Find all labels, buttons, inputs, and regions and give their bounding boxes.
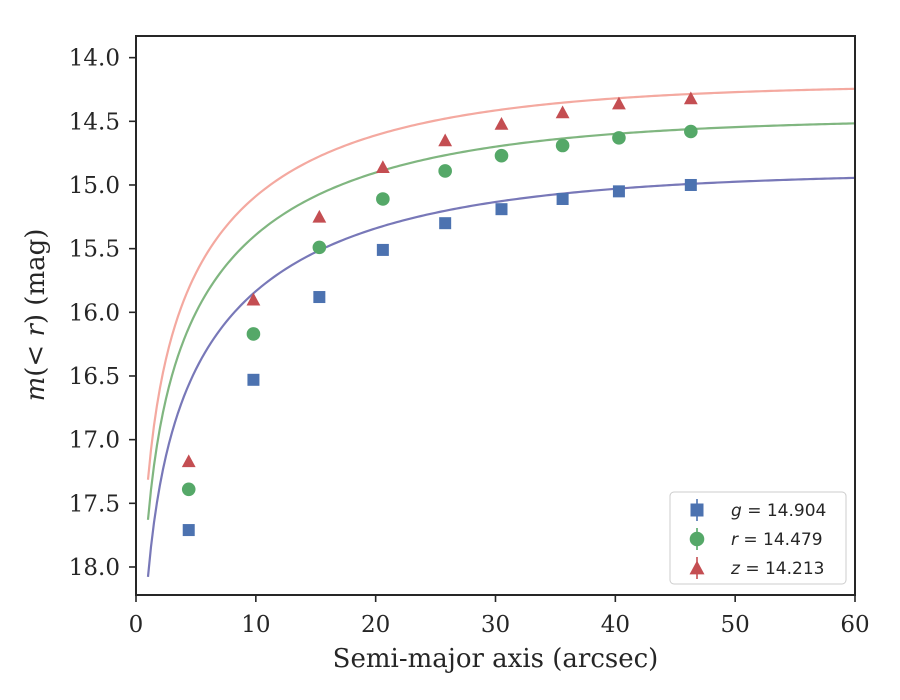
data-point-g bbox=[556, 192, 569, 205]
data-point-z bbox=[375, 160, 390, 174]
data-point-g bbox=[313, 291, 326, 304]
data-point-z bbox=[555, 105, 570, 119]
legend-label-r: r = 14.479 bbox=[731, 530, 823, 550]
data-point-z bbox=[612, 96, 626, 110]
data-point-g bbox=[684, 178, 697, 191]
y-axis-label-part bbox=[21, 337, 51, 345]
y-axis-label-part: < bbox=[21, 345, 51, 367]
x-tick-label: 40 bbox=[601, 612, 630, 638]
data-point-g bbox=[495, 203, 508, 216]
data-point-g bbox=[612, 185, 625, 198]
data-point-z bbox=[246, 292, 261, 306]
fit-curve-g bbox=[146, 176, 855, 578]
y-axis-label-part: ( bbox=[21, 367, 51, 377]
data-point-r bbox=[376, 192, 390, 206]
x-tick-label: 20 bbox=[361, 612, 390, 638]
y-tick-label: 18.0 bbox=[69, 555, 120, 581]
data-point-r bbox=[181, 482, 196, 497]
legend: g = 14.904 r = 14.479 z = 14.213 bbox=[669, 491, 847, 585]
x-axis-label: Semi-major axis (arcsec) bbox=[333, 644, 659, 674]
y-tick-label: 14.0 bbox=[69, 46, 120, 72]
y-tick-label: 15.0 bbox=[69, 173, 120, 199]
data-point-r bbox=[246, 327, 261, 341]
data-point-g bbox=[376, 243, 389, 256]
y-axis-label-part: (mag) bbox=[21, 229, 51, 314]
data-point-z bbox=[494, 116, 509, 130]
y-axis-label-part: ) bbox=[21, 314, 51, 324]
data-point-r bbox=[684, 124, 698, 139]
data-point-g bbox=[439, 217, 452, 230]
x-tick-label: 60 bbox=[840, 612, 869, 638]
y-axis-label-part: r bbox=[21, 323, 51, 337]
data-point-r bbox=[312, 240, 327, 255]
legend-label-g: g = 14.904 bbox=[731, 501, 826, 521]
x-axis-ticks: 0 10 20 30 40 50 60 bbox=[129, 595, 870, 638]
x-tick-label: 0 bbox=[129, 612, 144, 638]
y-tick-label: 17.0 bbox=[69, 428, 120, 454]
fit-curve-r bbox=[146, 122, 855, 520]
y-axis-label-part: m bbox=[21, 377, 51, 402]
data-point-z bbox=[438, 133, 453, 147]
fit-curve-z bbox=[146, 87, 855, 480]
y-tick-label: 14.5 bbox=[69, 109, 120, 135]
legend-label-z: z = 14.213 bbox=[730, 559, 824, 579]
data-point-g bbox=[247, 373, 260, 386]
data-point-z bbox=[312, 209, 327, 223]
y-axis-ticks: 14.0 14.5 15.0 15.5 16.0 16.5 17.0 17.5 18.0 bbox=[69, 46, 136, 581]
data-point-r bbox=[612, 131, 626, 145]
x-tick-label: 10 bbox=[241, 612, 270, 638]
data-point-g bbox=[182, 524, 195, 537]
y-tick-label: 15.5 bbox=[69, 237, 120, 263]
legend-box bbox=[669, 491, 847, 585]
data-point-r bbox=[555, 138, 570, 153]
y-tick-label: 16.5 bbox=[69, 364, 120, 390]
x-tick-label: 30 bbox=[481, 612, 510, 638]
data-points bbox=[181, 91, 698, 537]
y-tick-label: 17.5 bbox=[69, 491, 120, 517]
x-tick-label: 50 bbox=[721, 612, 750, 638]
y-axis-label: m(< r) (mag) bbox=[21, 229, 51, 402]
fit-curves bbox=[146, 87, 855, 578]
data-point-z bbox=[181, 454, 196, 468]
data-point-z bbox=[683, 91, 698, 105]
data-point-r bbox=[438, 164, 452, 178]
data-point-r bbox=[494, 148, 509, 163]
y-tick-label: 16.0 bbox=[69, 300, 120, 326]
